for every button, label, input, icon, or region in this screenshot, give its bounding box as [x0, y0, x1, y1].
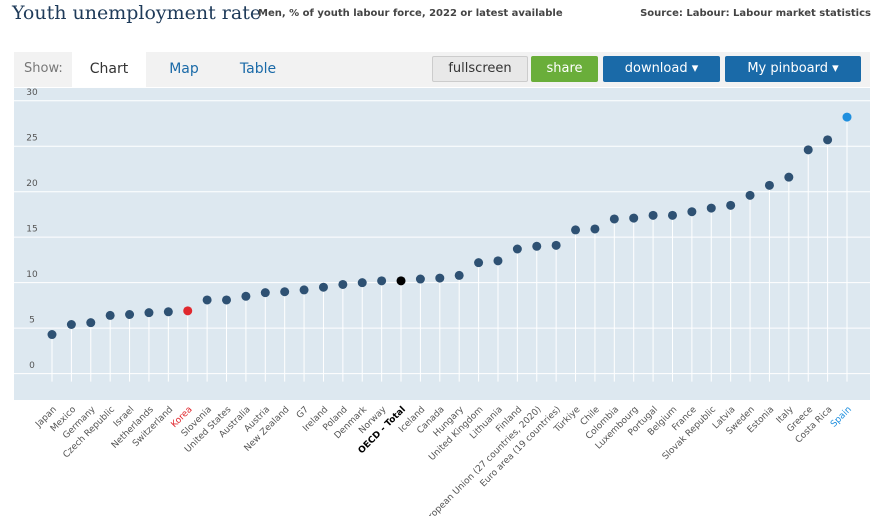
dot — [183, 306, 193, 316]
dot — [764, 180, 774, 190]
fullscreen-button[interactable]: fullscreen — [432, 56, 528, 82]
dot — [609, 214, 619, 224]
dot — [86, 318, 96, 328]
dot — [629, 213, 639, 223]
tab[interactable]: Map — [169, 61, 199, 77]
dot — [260, 288, 270, 298]
dot — [299, 285, 309, 295]
download-button[interactable]: download ▾ — [603, 56, 720, 82]
dot — [706, 203, 716, 213]
dot — [377, 276, 387, 286]
dot — [222, 295, 232, 305]
dot — [144, 308, 154, 318]
dot — [745, 190, 755, 200]
dot — [493, 256, 503, 266]
dot — [571, 225, 581, 235]
y-tick-label: 10 — [26, 270, 38, 280]
dot — [66, 320, 76, 330]
dot — [396, 276, 406, 286]
dot — [202, 295, 212, 305]
dot — [280, 287, 290, 297]
dot — [823, 135, 833, 145]
share-button[interactable]: share — [531, 56, 598, 82]
dot — [163, 307, 173, 317]
dot — [532, 241, 542, 251]
dot — [687, 207, 697, 217]
dot — [551, 240, 561, 250]
dot — [338, 279, 348, 289]
dot — [47, 330, 57, 340]
dot — [318, 282, 328, 292]
dot — [590, 224, 600, 234]
dot — [105, 310, 115, 320]
dot — [435, 273, 445, 283]
dot — [474, 258, 484, 268]
dot — [454, 270, 464, 280]
y-tick-label: 15 — [26, 225, 37, 235]
dot — [415, 274, 425, 284]
active-tab-bg — [72, 52, 146, 88]
dot — [125, 309, 135, 319]
dot — [726, 200, 736, 210]
dot — [357, 278, 367, 288]
pinboard-button[interactable]: My pinboard ▾ — [725, 56, 861, 82]
dot — [784, 172, 794, 182]
x-tick-label: Spain — [829, 405, 854, 430]
dot — [648, 210, 658, 220]
dot — [512, 244, 522, 254]
y-tick-label: 0 — [29, 361, 35, 371]
dot — [667, 210, 677, 220]
show-label: Show: — [24, 61, 63, 76]
dot — [241, 291, 251, 301]
y-tick-label: 30 — [26, 88, 38, 98]
tab[interactable]: Table — [239, 61, 277, 77]
subtitle: Men, % of youth labour force, 2022 or la… — [258, 8, 563, 19]
chart-title: Youth unemployment rate — [12, 2, 262, 24]
dot — [803, 145, 813, 155]
source: Source: Labour: Labour market statistics — [640, 8, 871, 19]
y-tick-label: 5 — [29, 316, 35, 326]
y-tick-label: 20 — [26, 179, 38, 189]
dot — [842, 112, 852, 122]
y-tick-label: 25 — [26, 134, 37, 144]
plot-bg — [14, 88, 870, 400]
tab[interactable]: Chart — [89, 61, 129, 77]
